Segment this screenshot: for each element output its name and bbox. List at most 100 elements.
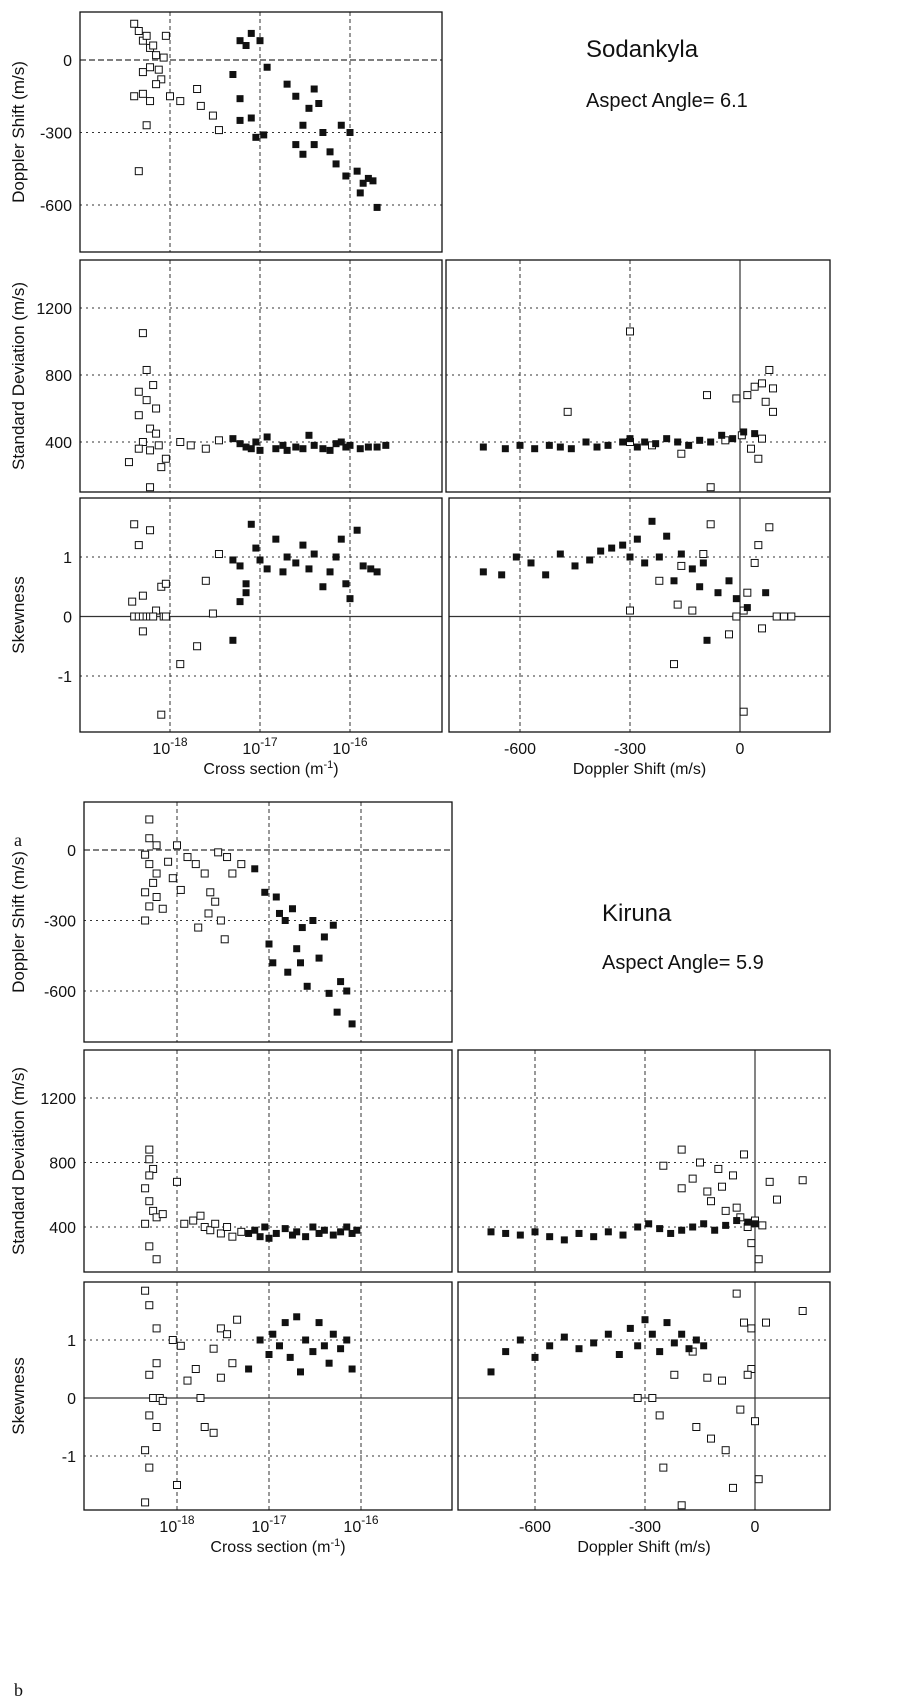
tick-label-x-doppler: -600 <box>504 741 536 758</box>
data-point-filled <box>488 1368 495 1375</box>
data-point-filled <box>343 1224 350 1231</box>
data-point-filled <box>292 141 299 148</box>
data-point-open <box>656 577 663 584</box>
data-point-filled <box>641 559 648 566</box>
data-point-open <box>131 93 138 100</box>
data-point-open <box>139 592 146 599</box>
data-point-filled <box>343 988 350 995</box>
data-point-open <box>153 430 160 437</box>
data-point-filled <box>309 1224 316 1231</box>
data-point-filled <box>528 559 535 566</box>
data-point-open <box>770 408 777 415</box>
data-point-filled <box>257 1233 264 1240</box>
data-point-filled <box>532 1228 539 1235</box>
data-point-filled <box>293 1313 300 1320</box>
data-point-filled <box>664 1319 671 1326</box>
data-point-open <box>201 870 208 877</box>
data-point-filled <box>338 122 345 129</box>
data-point-filled <box>704 637 711 644</box>
data-point-filled <box>693 1337 700 1344</box>
data-point-filled <box>733 595 740 602</box>
data-point-filled <box>293 1228 300 1235</box>
data-point-open <box>689 607 696 614</box>
data-point-open <box>159 1397 166 1404</box>
data-point-open <box>192 861 199 868</box>
data-point-open <box>741 1319 748 1326</box>
data-point-filled <box>251 1227 258 1234</box>
data-point-filled <box>292 444 299 451</box>
data-point-open <box>229 870 236 877</box>
data-point-open <box>139 330 146 337</box>
data-point-filled <box>252 439 259 446</box>
data-point-open <box>142 1287 149 1294</box>
data-point-open <box>155 66 162 73</box>
data-point-filled <box>667 1230 674 1237</box>
site-name-b: Kiruna <box>602 900 671 928</box>
data-point-filled <box>517 442 524 449</box>
data-point-filled <box>333 554 340 561</box>
data-point-open <box>741 1151 748 1158</box>
data-point-filled <box>229 637 236 644</box>
data-point-open <box>737 1406 744 1413</box>
axis-label-cross-section: Cross section (m-1) <box>203 759 338 778</box>
data-point-open <box>194 643 201 650</box>
data-point-filled <box>305 105 312 112</box>
data-point-open <box>209 112 216 119</box>
tick-label-x-cross-section: 10-17 <box>251 1513 286 1536</box>
data-point-open <box>153 894 160 901</box>
data-point-open <box>759 625 766 632</box>
tick-label-y-skewness: -1 <box>62 1449 76 1466</box>
data-point-open <box>159 1211 166 1218</box>
data-point-open <box>153 1360 160 1367</box>
data-point-filled <box>305 432 312 439</box>
axis-label-doppler-shift-x: Doppler Shift (m/s) <box>577 1539 710 1556</box>
data-point-filled <box>293 945 300 952</box>
data-point-filled <box>311 141 318 148</box>
data-point-open <box>708 1435 715 1442</box>
data-point-open <box>726 631 733 638</box>
data-point-filled <box>686 1345 693 1352</box>
aspect-angle-b: Aspect Angle= 5.9 <box>602 952 764 975</box>
site-name-a: Sodankyla <box>586 36 698 64</box>
data-point-open <box>700 551 707 558</box>
data-point-filled <box>726 577 733 584</box>
data-point-open <box>150 382 157 389</box>
panel-letter-a: a <box>14 830 22 851</box>
data-point-filled <box>333 160 340 167</box>
data-point-open <box>162 32 169 39</box>
data-point-filled <box>634 536 641 543</box>
data-point-open <box>799 1308 806 1315</box>
data-point-open <box>184 1377 191 1384</box>
data-point-filled <box>586 556 593 563</box>
data-point-filled <box>273 894 280 901</box>
data-point-filled <box>367 565 374 572</box>
tick-label-x-doppler: 0 <box>751 1519 760 1536</box>
data-point-open <box>733 613 740 620</box>
data-point-filled <box>302 1337 309 1344</box>
data-point-open <box>671 1371 678 1378</box>
data-point-filled <box>266 941 273 948</box>
data-point-filled <box>243 42 250 49</box>
data-point-open <box>147 98 154 105</box>
data-point-filled <box>343 1337 350 1344</box>
data-point-filled <box>619 542 626 549</box>
data-point-open <box>693 1424 700 1431</box>
data-point-open <box>660 1464 667 1471</box>
data-point-filled <box>266 1235 273 1242</box>
data-point-filled <box>237 95 244 102</box>
data-point-open <box>142 1499 149 1506</box>
data-point-open <box>169 1337 176 1344</box>
data-point-open <box>744 589 751 596</box>
data-point-filled <box>480 568 487 575</box>
data-point-filled <box>354 527 361 534</box>
data-point-filled <box>261 889 268 896</box>
data-point-open <box>202 577 209 584</box>
data-point-filled <box>752 1220 759 1227</box>
tick-label-x-doppler: -300 <box>614 741 646 758</box>
data-point-filled <box>284 81 291 88</box>
data-point-filled <box>269 1331 276 1338</box>
data-point-open <box>704 1374 711 1381</box>
data-point-open <box>139 439 146 446</box>
data-point-open <box>212 1220 219 1227</box>
data-point-filled <box>365 444 372 451</box>
